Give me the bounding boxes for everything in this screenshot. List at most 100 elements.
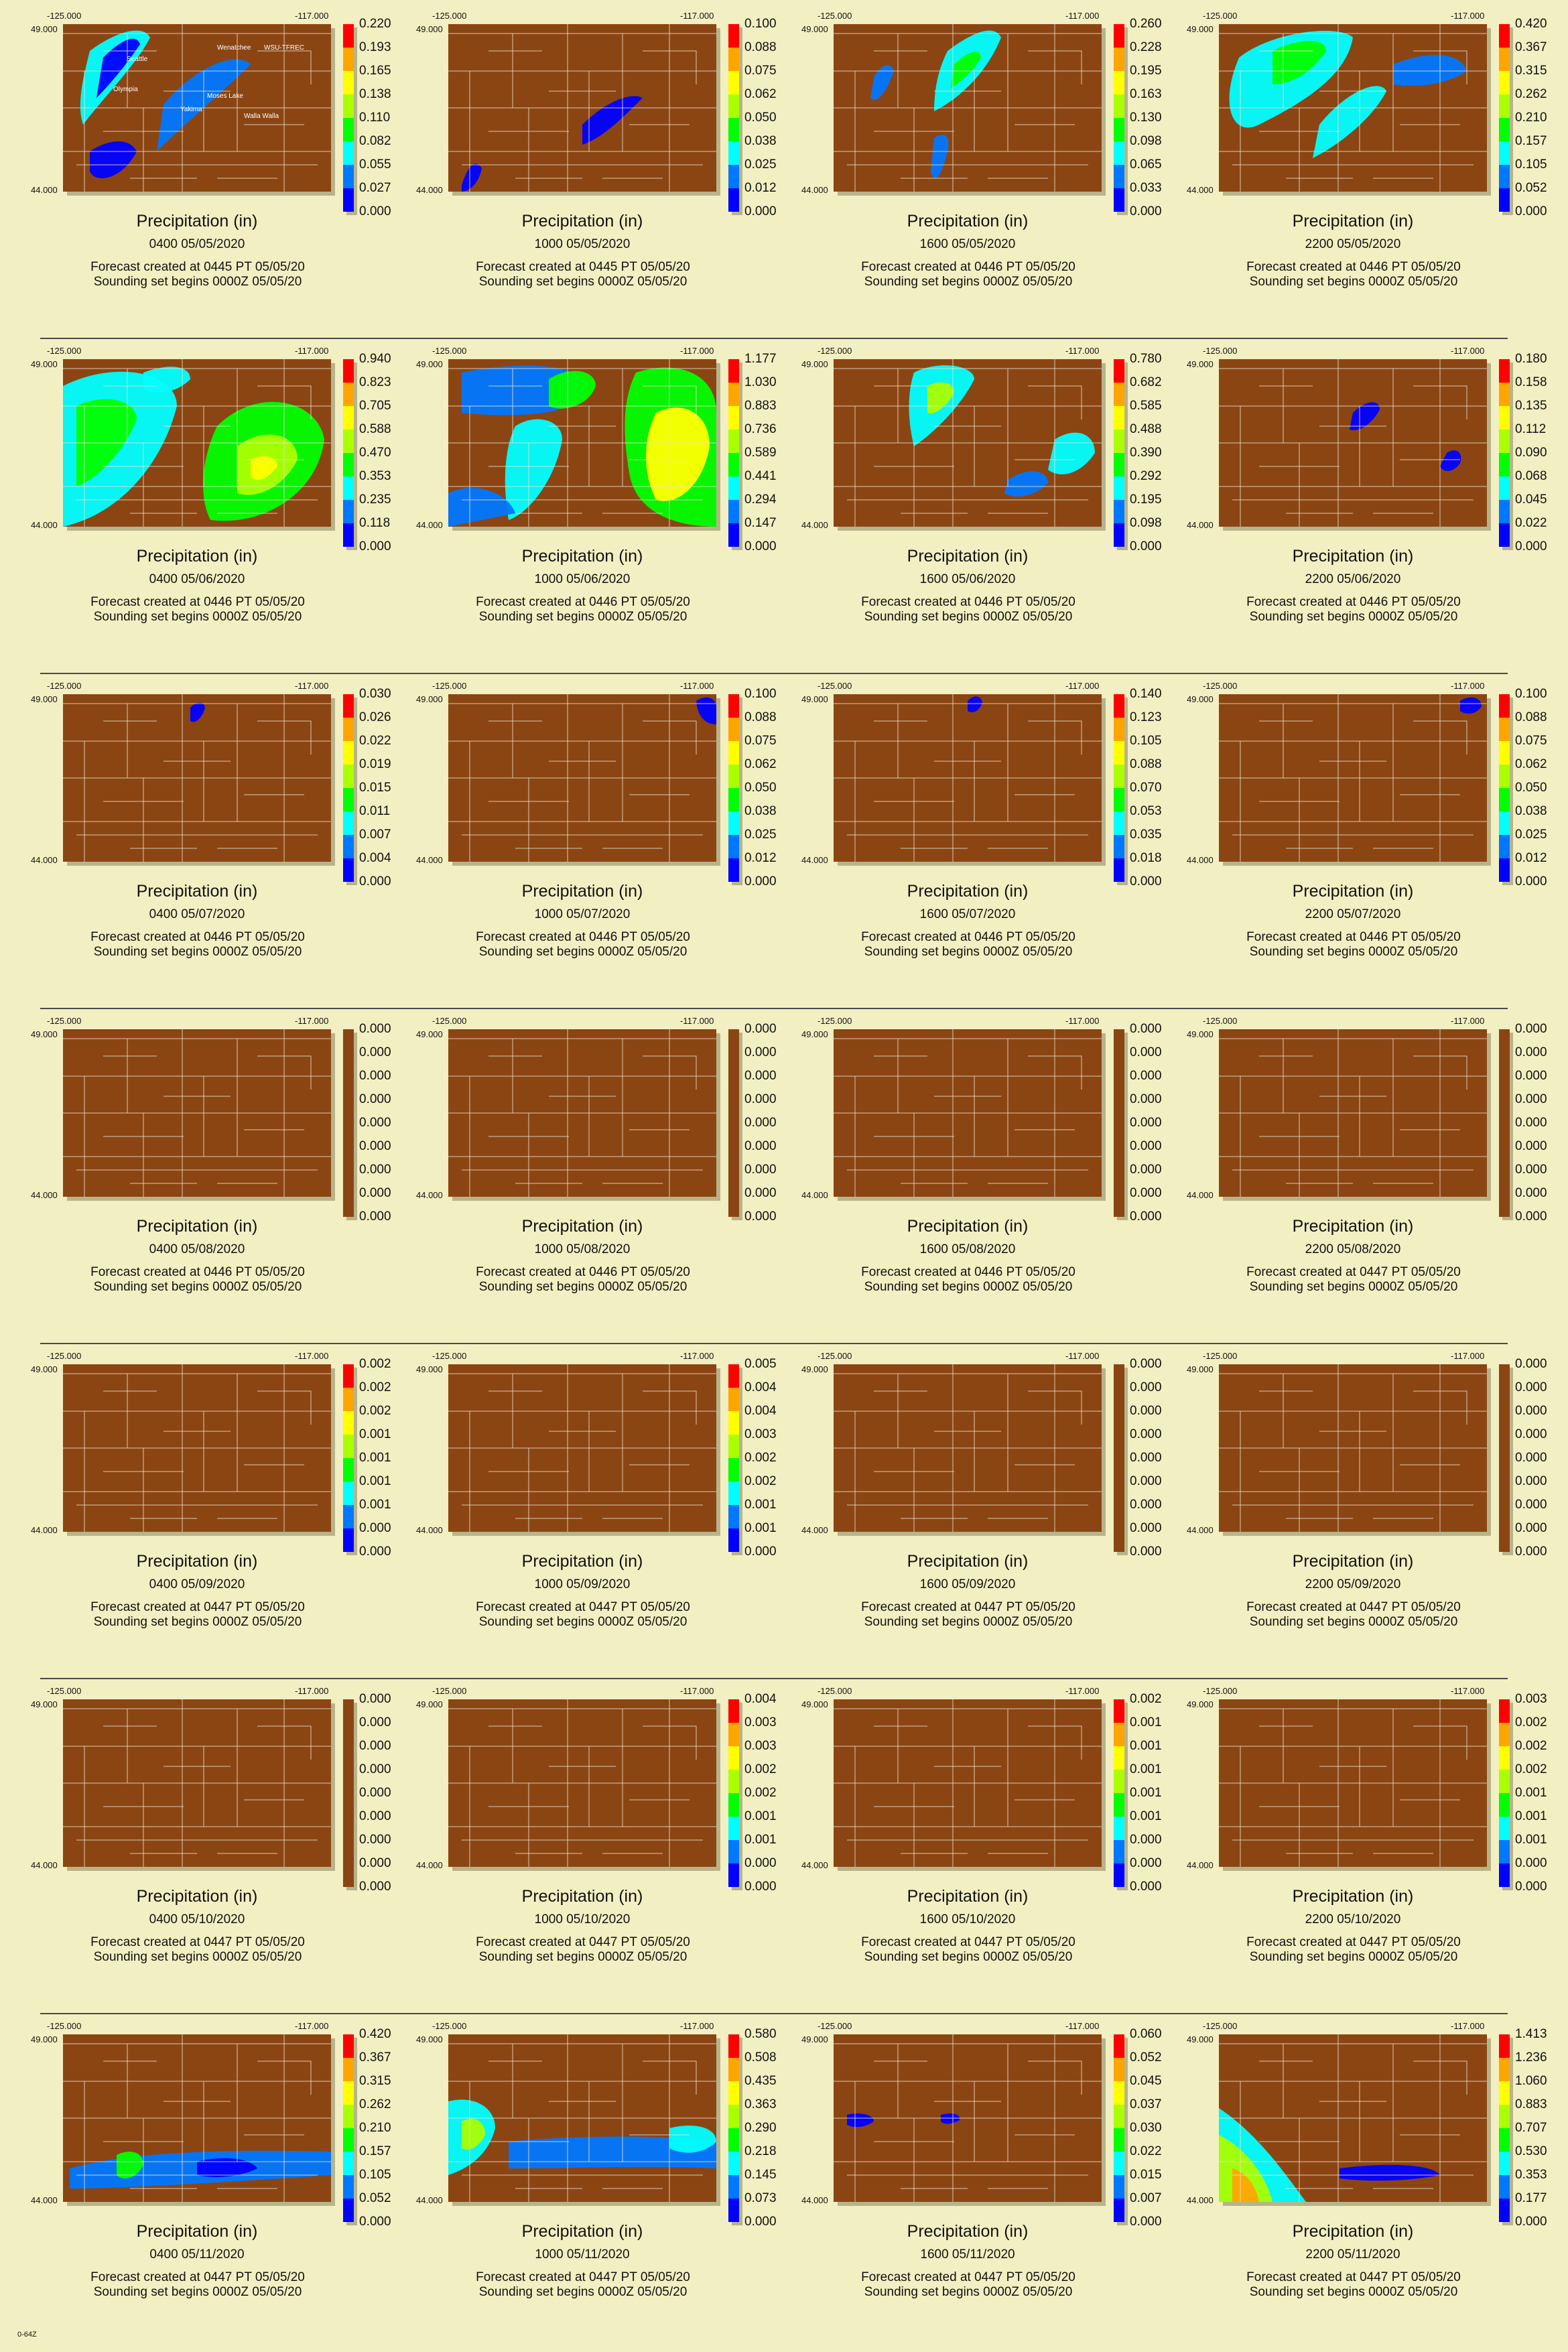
- panel-title: Precipitation (in): [907, 2222, 1029, 2241]
- lon-min-label: -125.000: [47, 681, 82, 691]
- color-scale-label: 0.508: [744, 2050, 777, 2065]
- forecast-created-text: Forecast created at 0446 PT 05/05/20: [90, 1265, 305, 1279]
- color-scale-segment: [728, 1435, 739, 1458]
- color-scale-label: 0.098: [1130, 134, 1162, 148]
- color-scale-segment: [1499, 1458, 1510, 1482]
- forecast-panel: -125.000 -117.000 49.000 44.000 0.260 0.228 0.…: [771, 9, 1162, 324]
- county-border: [1028, 1390, 1082, 1425]
- color-scale-label: 0.001: [359, 1427, 391, 1441]
- color-scale-label: 0.000: [1130, 874, 1162, 889]
- color-scale-segment: [343, 858, 354, 882]
- color-scale-label: 0.000: [1130, 1498, 1162, 1512]
- row-separator: [40, 1008, 1508, 1009]
- forecast-created-text: Forecast created at 0447 PT 05/05/20: [861, 1600, 1075, 1614]
- color-scale-segment: [1499, 1528, 1510, 1552]
- color-scale-segment: [1499, 1840, 1510, 1864]
- precip-map-svg: [448, 359, 716, 527]
- county-border: [1028, 1055, 1082, 1090]
- color-scale-label: 0.000: [359, 1092, 391, 1106]
- color-scale-segment: [728, 1029, 739, 1053]
- precip-area: [190, 702, 205, 722]
- color-scale-segment: [343, 188, 354, 212]
- row-separator: [40, 338, 1508, 339]
- precip-area: [951, 52, 981, 88]
- color-scale-label: 0.000: [1130, 1116, 1162, 1130]
- color-scale-label: 0.038: [1515, 804, 1547, 818]
- precip-map-svg: [834, 2034, 1102, 2202]
- color-scale-label: 0.780: [1130, 352, 1162, 366]
- color-scale-label: 0.000: [1515, 204, 1547, 218]
- lon-max-label: -117.000: [295, 681, 329, 691]
- color-scale-label: 0.367: [359, 2050, 391, 2065]
- color-scale-bar: [728, 1699, 739, 1887]
- color-scale-label: 0.110: [359, 111, 391, 125]
- color-scale-label: 0.000: [1130, 1163, 1162, 1177]
- lat-max-label: 49.000: [416, 1029, 443, 1039]
- color-scale-segment: [1114, 858, 1124, 882]
- color-scale-label: 0.138: [359, 87, 391, 101]
- color-scale-label: 0.000: [1130, 1069, 1162, 1083]
- lon-max-label: -117.000: [295, 2021, 329, 2031]
- color-scale-segment: [1114, 1076, 1124, 1100]
- sounding-set-text: Sounding set begins 0000Z 05/05/20: [478, 1950, 688, 1964]
- color-scale-label: 0.000: [359, 1856, 391, 1870]
- sounding-set-text: Sounding set begins 0000Z 05/05/20: [93, 1615, 302, 1629]
- color-scale-bar: [728, 359, 739, 547]
- color-scale-segment: [343, 523, 354, 547]
- color-scale-label: 0.105: [1515, 157, 1547, 172]
- valid-time: 1000 05/11/2020: [535, 2247, 630, 2262]
- forecast-created-text: Forecast created at 0447 PT 05/05/20: [90, 1935, 305, 1949]
- color-scale-label: 0.002: [359, 1404, 391, 1418]
- color-scale-segment: [728, 1770, 739, 1793]
- lat-max-label: 49.000: [1187, 24, 1214, 34]
- lat-min-label: 44.000: [31, 2195, 58, 2205]
- county-border: [257, 2061, 312, 2095]
- color-scale-segment: [1114, 1505, 1124, 1528]
- lon-min-label: -125.000: [818, 1351, 852, 1361]
- lat-min-label: 44.000: [801, 1190, 828, 1200]
- color-scale-label: 0.000: [359, 1210, 391, 1224]
- color-scale-segment: [1114, 523, 1124, 547]
- lon-min-label: -125.000: [47, 1016, 82, 1026]
- color-scale-bar: [343, 1699, 354, 1887]
- color-scale-label: 0.000: [1130, 1210, 1162, 1224]
- precip-map: [448, 1364, 716, 1532]
- color-scale-label: 0.001: [359, 1498, 391, 1512]
- color-scale-label: 0.003: [744, 1427, 777, 1441]
- color-scale-segment: [1499, 2175, 1510, 2199]
- color-scale-label: 0.112: [1515, 422, 1547, 436]
- color-scale-segment: [343, 1100, 354, 1123]
- lon-min-label: -125.000: [432, 11, 467, 21]
- lat-min-label: 44.000: [31, 855, 58, 865]
- color-scale-label: 0.228: [1130, 40, 1162, 54]
- color-scale-label: 0.090: [1515, 446, 1547, 460]
- color-scale-bar: [728, 694, 739, 882]
- sounding-set-text: Sounding set begins 0000Z 05/05/20: [93, 2285, 302, 2299]
- color-scale-label: 0.000: [359, 1069, 391, 1083]
- color-scale-segment: [1114, 1864, 1124, 1887]
- color-scale-label: 0.585: [1130, 399, 1162, 413]
- lon-min-label: -125.000: [47, 346, 82, 356]
- precip-area: [968, 696, 982, 712]
- color-scale-label: 0.260: [1130, 17, 1162, 31]
- color-scale-label: 0.025: [744, 157, 777, 172]
- forecast-panel: -125.000 -117.000 49.000 44.000 0.000 0.000 0.…: [1156, 1015, 1547, 1329]
- sounding-set-text: Sounding set begins 0000Z 05/05/20: [478, 610, 688, 624]
- lon-max-label: -117.000: [680, 346, 714, 356]
- color-scale-segment: [1499, 1817, 1510, 1840]
- color-scale-segment: [1114, 1193, 1124, 1217]
- lat-min-label: 44.000: [801, 520, 828, 530]
- color-scale-label: 0.000: [359, 874, 391, 889]
- lon-max-label: -117.000: [680, 1016, 714, 1026]
- color-scale-bar: [728, 1364, 739, 1552]
- sounding-set-text: Sounding set begins 0000Z 05/05/20: [478, 945, 688, 959]
- color-scale-label: 0.353: [359, 469, 391, 483]
- precip-map-svg: [834, 1364, 1102, 1532]
- color-scale-label: 1.060: [1515, 2074, 1547, 2088]
- color-scale-label: 0.075: [744, 64, 777, 78]
- lat-max-label: 49.000: [416, 359, 443, 369]
- color-scale-label: 0.218: [744, 2144, 777, 2158]
- color-scale-label: 0.088: [744, 710, 777, 724]
- color-scale-segment: [1114, 1458, 1124, 1482]
- precip-area: [582, 96, 643, 145]
